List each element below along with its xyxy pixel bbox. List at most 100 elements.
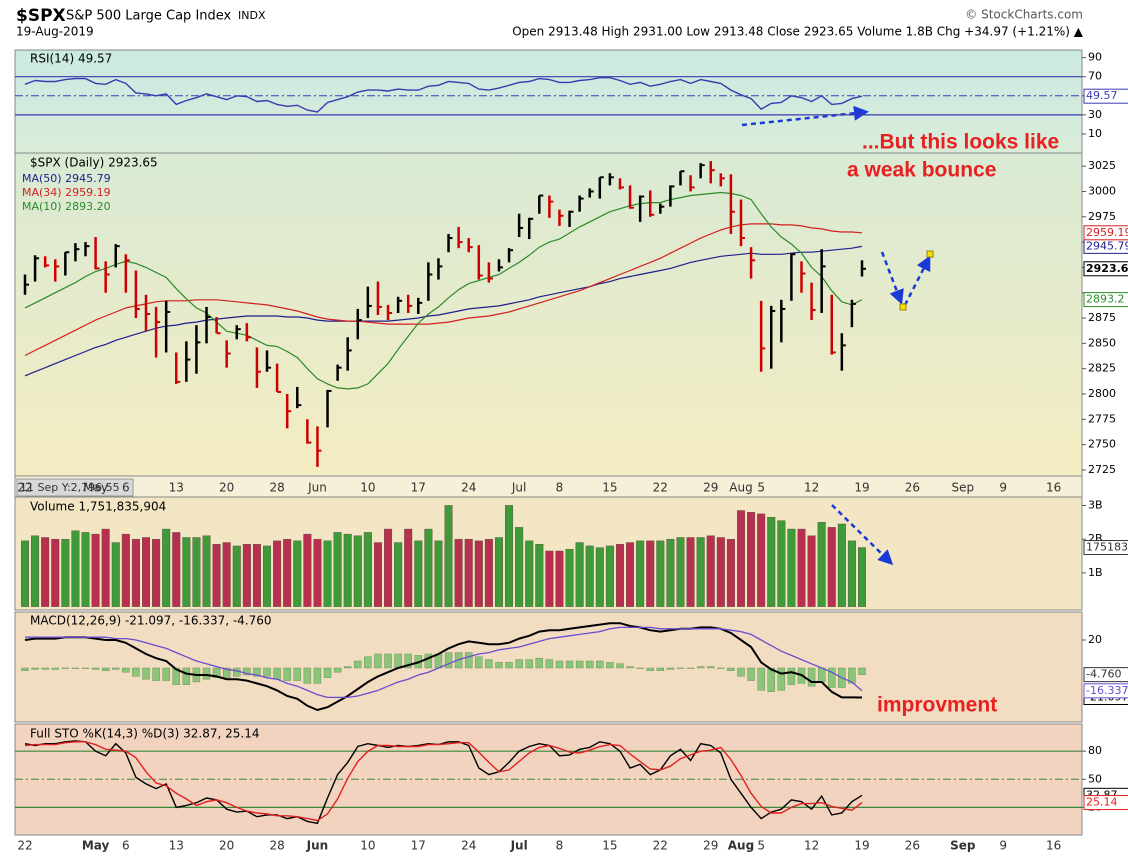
histogram-bar [41,667,49,670]
y-tick-label: 2875 [1088,311,1116,324]
histogram-bar [293,667,301,681]
volume-bar [61,538,70,607]
volume-bar [404,528,413,607]
x-tick-label: Jun [307,481,327,495]
x-tick-label: 26 [905,839,920,853]
x-tick-label: 6 [122,481,130,495]
volume-bar [51,538,60,607]
x-tick-label: 9 [999,481,1007,495]
histogram-bar [31,667,39,670]
histogram-bar [384,653,392,669]
histogram-bar [374,653,382,669]
volume-bar [847,540,856,607]
histogram-bar [596,660,604,669]
y-tick-label: 70 [1088,70,1102,83]
histogram-bar [394,653,402,669]
quote: Open 2913.48 High 2931.00 Low 2913.48 Cl… [512,25,1084,39]
series-line [25,626,863,699]
volume-bar [111,542,120,607]
histogram-bar [233,667,241,677]
histogram-bar [616,663,624,669]
x-tick-label: 10 [360,481,375,495]
x-tick-label: 28 [269,839,284,853]
volume-bar [676,537,685,607]
histogram-bar [636,667,644,669]
volume-bar [615,544,624,607]
volume-bar [222,542,231,607]
histogram-bar [101,667,110,671]
histogram-bar [404,653,412,669]
x-tick-label: 16 [1046,839,1061,853]
histogram-bar [717,667,725,669]
y-tick-label: 2725 [1088,463,1116,476]
y-tick-label: 3025 [1088,159,1116,172]
volume-bar [373,542,382,607]
histogram-bar [212,667,221,678]
histogram-bar [263,667,271,677]
volume-bar [515,527,524,607]
volume-bar [626,542,635,607]
volume-bar [787,528,796,607]
volume-bar [152,538,161,607]
volume-bar [121,533,130,607]
series-line [24,77,863,113]
volume-bar [494,537,503,607]
y-tick-label: 50 [1088,772,1102,785]
histogram-bar [656,667,665,671]
y-tick-label: 90 [1088,51,1102,64]
series-line [24,245,863,377]
volume-bar [273,540,282,607]
volume-bar [91,533,100,607]
annotation: ...But this looks like [862,131,1059,154]
series-line [24,741,863,822]
x-tick-label: 5 [757,481,765,495]
volume-bar [162,528,171,607]
last-value-box [1083,292,1128,308]
volume-bar [464,538,473,607]
arrow [831,504,894,566]
histogram-bar [817,667,826,683]
histogram-bar [626,666,634,669]
x-tick-label: 16 [1046,481,1061,495]
x-tick-label: 5 [757,839,765,853]
x-tick-label: 22 [17,839,32,853]
arrows [741,105,931,566]
volume-bar [575,542,584,607]
volume-bar [797,528,806,607]
histogram-bar [858,667,866,675]
histogram-bar [465,652,473,669]
volume-bar [313,538,322,607]
x-tick-label: 22 [653,839,668,853]
histogram-bar [525,659,533,669]
histogram-bar [505,662,513,669]
last-value-label: 2959.19 [1086,226,1128,239]
y-tick-label: 3B [1088,498,1103,511]
histogram-bar [424,653,433,669]
histogram-bar [727,667,735,671]
histogram-bar [283,667,291,681]
histogram-bar [848,667,856,684]
panel-title: Volume 1,751,835,904 [30,500,166,514]
histogram-bar [91,667,100,670]
x-tick-label: 22 [17,481,32,495]
histogram-bar [162,667,170,681]
legend-entry: MA(50) 2945.79 [22,172,111,185]
x-tick-label: Sep [952,481,975,495]
x-tick-label: 17 [411,839,426,853]
last-value-label: 2893.2 [1086,293,1125,306]
last-value-box [1083,540,1128,556]
volume-bar [252,544,261,607]
histogram-bar [21,667,29,671]
volume-bar [454,538,463,607]
x-tick-label: 22 [653,481,668,495]
volume-bar [333,532,342,607]
volume-bar [726,538,735,607]
volume-bar [384,528,393,607]
x-tick-label: 29 [703,839,718,853]
last-value-box [1083,795,1128,811]
histogram-bar [132,667,140,677]
volume-bar [666,538,675,607]
x-tick-label: 19 [854,481,869,495]
histogram-bar [152,667,160,681]
